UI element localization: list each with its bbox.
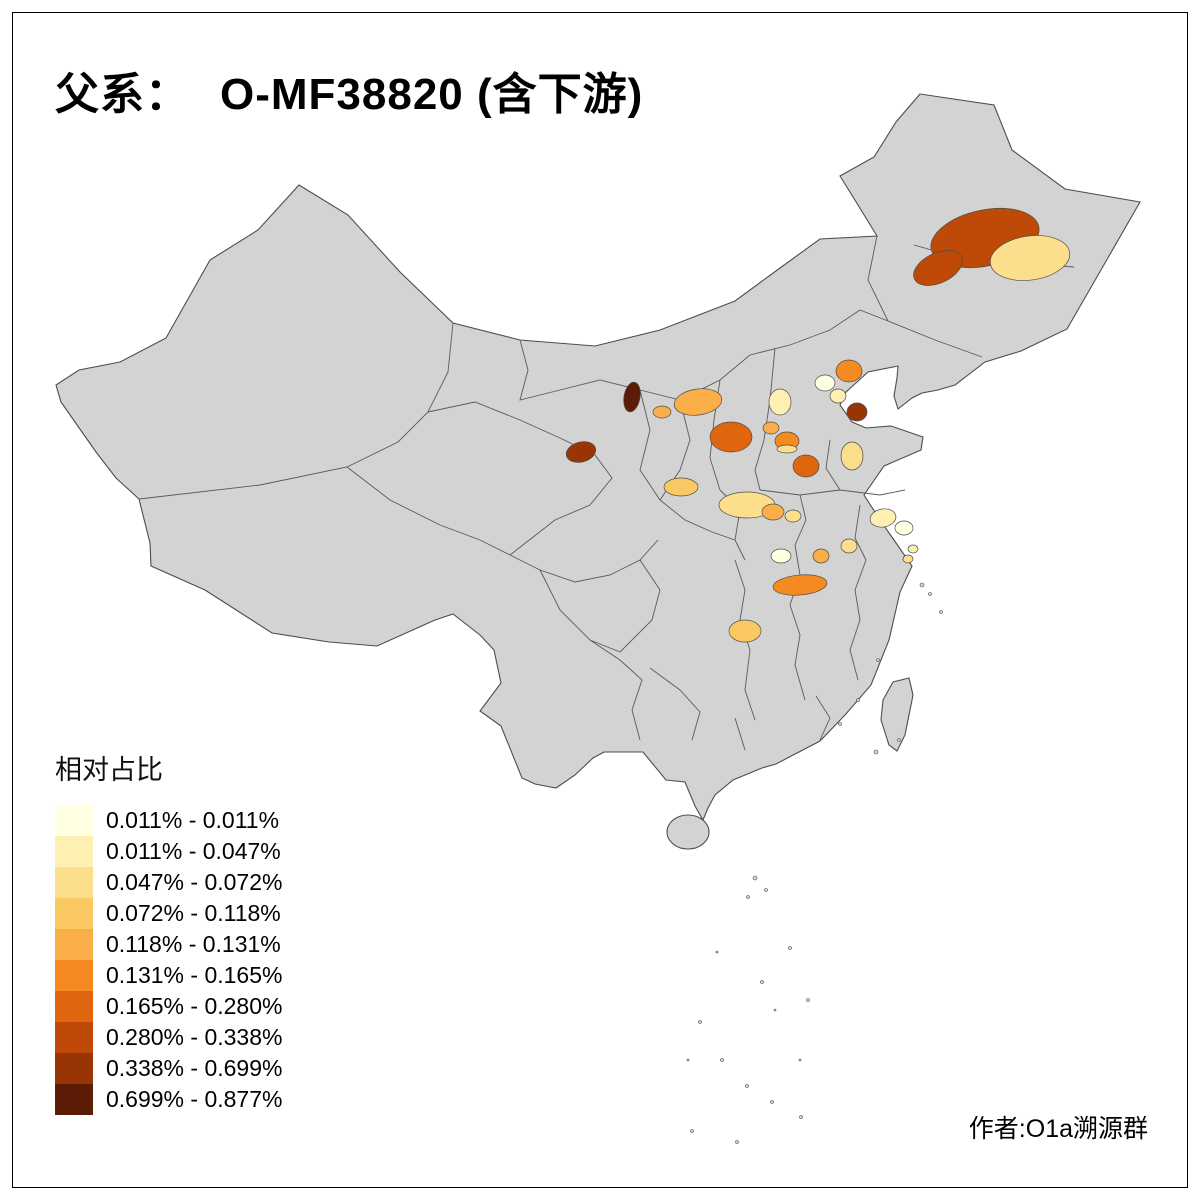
island-dot <box>686 1058 690 1062</box>
map-region <box>761 503 785 521</box>
legend-item: 0.118% - 0.131% <box>55 929 282 960</box>
map-region <box>768 388 792 416</box>
page-title: 父系： O-MF38820 (含下游) <box>55 58 643 122</box>
title-main: O-MF38820 (含下游) <box>220 70 644 119</box>
legend-swatch <box>55 1084 93 1115</box>
taiwan-island <box>880 677 914 752</box>
legend-label: 0.011% - 0.011% <box>106 807 280 833</box>
island-dot <box>764 888 768 892</box>
island-dot <box>939 610 943 614</box>
island-dot <box>770 1100 774 1104</box>
map-region <box>784 509 802 523</box>
island-dot <box>690 1129 694 1133</box>
legend-item: 0.338% - 0.699% <box>55 1053 282 1084</box>
legend-swatch <box>55 898 93 929</box>
island-dot <box>897 738 901 742</box>
map-region <box>989 235 1071 281</box>
map-region <box>835 359 863 383</box>
legend-swatch <box>55 805 93 836</box>
land-layer <box>55 93 1141 850</box>
legend-swatch <box>55 991 93 1022</box>
island-dot <box>788 946 792 950</box>
map-region <box>840 441 864 471</box>
map-region <box>829 388 847 404</box>
legend-item: 0.131% - 0.165% <box>55 960 282 991</box>
legend-item: 0.047% - 0.072% <box>55 867 282 898</box>
legend-label: 0.165% - 0.280% <box>106 993 283 1019</box>
island-dot <box>798 1058 802 1062</box>
legend-item: 0.011% - 0.011% <box>55 805 282 836</box>
map-region <box>840 538 858 554</box>
legend-item: 0.280% - 0.338% <box>55 1022 282 1053</box>
map-region <box>663 477 699 497</box>
island-dot <box>876 658 880 662</box>
map-region <box>902 554 914 564</box>
legend-label: 0.699% - 0.877% <box>106 1086 283 1112</box>
legend-title: 相对占比 <box>55 755 163 785</box>
legend-item: 0.011% - 0.047% <box>55 836 282 867</box>
map-region <box>913 250 963 286</box>
legend-label: 0.011% - 0.047% <box>106 838 281 864</box>
china-mainland <box>55 93 1141 822</box>
map-region <box>894 520 914 536</box>
minor-islands-layer <box>686 582 943 1144</box>
legend-items: 0.011% - 0.011% 0.011% - 0.047% 0.047% - 0… <box>55 805 282 1115</box>
island-dot <box>720 1058 724 1062</box>
island-dot <box>735 1140 739 1144</box>
island-dot <box>773 1008 777 1012</box>
map-region <box>846 402 868 422</box>
map-region <box>728 619 762 643</box>
legend-label: 0.280% - 0.338% <box>106 1024 283 1050</box>
island-dot <box>856 698 860 702</box>
legend: 相对占比 0.011% - 0.011% 0.011% - 0.047% 0.047… <box>55 748 282 1115</box>
map-region <box>776 444 798 454</box>
map-region <box>770 548 792 564</box>
island-dot <box>799 1115 803 1119</box>
island-dot <box>715 950 719 954</box>
map-region <box>814 374 836 392</box>
island-dot <box>746 895 750 899</box>
map-region <box>623 381 641 413</box>
legend-item: 0.165% - 0.280% <box>55 991 282 1022</box>
legend-swatch <box>55 1053 93 1084</box>
island-dot <box>698 1020 702 1024</box>
legend-swatch <box>55 929 93 960</box>
legend-swatch <box>55 1022 93 1053</box>
legend-label: 0.131% - 0.165% <box>106 962 283 988</box>
map-region <box>792 454 820 478</box>
highlighted-regions-layer <box>565 207 1071 643</box>
legend-item: 0.072% - 0.118% <box>55 898 282 929</box>
hainan-island <box>666 814 710 850</box>
legend-label: 0.072% - 0.118% <box>106 900 281 926</box>
map-region <box>812 548 830 564</box>
legend-label: 0.118% - 0.131% <box>106 931 281 957</box>
island-dot <box>873 749 879 755</box>
legend-swatch <box>55 867 93 898</box>
map-region <box>565 441 597 463</box>
title-prefix: 父系： <box>55 70 190 119</box>
island-dot <box>760 980 764 984</box>
map-region <box>652 405 672 419</box>
island-dot <box>806 998 810 1002</box>
island-dot <box>752 875 758 881</box>
island-dot <box>919 582 925 588</box>
map-region <box>673 388 723 416</box>
legend-label: 0.338% - 0.699% <box>106 1055 283 1081</box>
map-region <box>709 421 753 453</box>
legend-item: 0.699% - 0.877% <box>55 1084 282 1115</box>
island-dot <box>838 722 842 726</box>
legend-label: 0.047% - 0.072% <box>106 869 283 895</box>
map-region <box>772 574 828 596</box>
author-credit: 作者:O1a溯源群 <box>968 1115 1148 1143</box>
map-region <box>907 544 919 554</box>
legend-swatch <box>55 960 93 991</box>
map-region <box>762 421 780 435</box>
map-region <box>869 508 897 528</box>
island-dot <box>745 1084 749 1088</box>
legend-swatch <box>55 836 93 867</box>
island-dot <box>928 592 932 596</box>
